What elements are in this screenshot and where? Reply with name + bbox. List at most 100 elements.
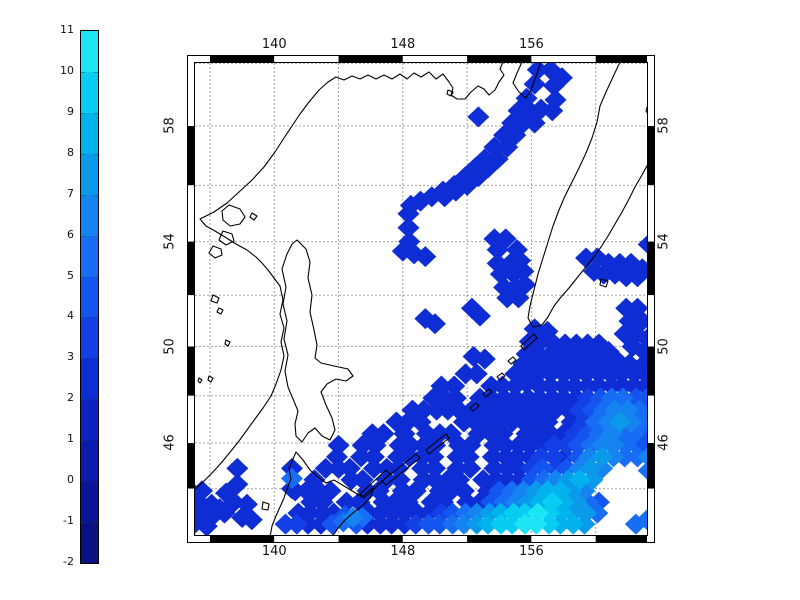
frame-stripe-right: [648, 126, 655, 186]
data-cell: [436, 399, 459, 421]
colorbar-tick-label: 5: [67, 268, 74, 282]
landmass-fill: [282, 240, 353, 442]
colorbar-segment: [81, 440, 98, 482]
data-cell: [615, 266, 638, 288]
colorbar-tick: [81, 522, 85, 524]
frame-stripe-bottom: [338, 536, 403, 543]
colorbar-tick: [81, 481, 85, 483]
data-cell: [541, 100, 564, 122]
data-cell: [620, 411, 643, 433]
data-cell: [369, 502, 392, 524]
colorbar-tick-label: 9: [67, 104, 74, 118]
data-cell: [507, 287, 530, 309]
data-cell: [539, 363, 562, 385]
data-cell: [486, 239, 509, 261]
frame-stripe-left: [188, 443, 195, 489]
data-cell: [552, 363, 575, 385]
data-cell: [591, 446, 614, 468]
colorbar-tick-label: 1: [67, 432, 74, 446]
frame-stripe-right: [648, 488, 655, 535]
lon-axis-label: 156: [518, 37, 544, 52]
colorbar-tick-label: -2: [63, 555, 74, 568]
data-cell: [404, 513, 427, 535]
colorbar-tick-label: 2: [67, 391, 74, 405]
coastline: [210, 294, 220, 304]
data-cell: [555, 434, 578, 456]
data-cell: [523, 112, 546, 134]
data-cell: [465, 363, 488, 385]
data-cell: [518, 434, 541, 456]
lat-axis-label: 50: [162, 337, 178, 355]
data-cell: [494, 434, 517, 456]
colorbar-tick: [94, 317, 98, 319]
data-cell: [465, 502, 488, 524]
data-cell: [610, 363, 633, 385]
data-cell: [423, 313, 446, 335]
frame-stripe-top: [595, 56, 647, 63]
data-cell: [213, 502, 236, 524]
data-cell: [512, 112, 535, 134]
data-cell: [350, 446, 373, 468]
data-cell: [637, 235, 647, 254]
coastline: [216, 307, 224, 315]
data-cell: [575, 247, 598, 269]
coastline: [446, 89, 454, 97]
lat-axis-label: 46: [656, 434, 672, 451]
colorbar-tick: [94, 522, 98, 524]
frame-stripe-right: [648, 443, 655, 489]
data-cell: [602, 434, 625, 456]
landmass-fill: [222, 205, 245, 226]
data-cell: [624, 513, 647, 535]
data-cell: [501, 513, 524, 535]
colorbar-tick: [94, 440, 98, 442]
colorbar-segment: [81, 153, 98, 196]
data-cell: [573, 513, 596, 535]
data-cell: [195, 502, 212, 524]
colorbar-tick: [94, 358, 98, 360]
data-cell: [502, 502, 525, 524]
coastline: [197, 377, 203, 384]
frame-stripe-left: [188, 395, 195, 444]
data-cell: [417, 513, 440, 535]
colorbar-segment: [81, 317, 98, 359]
data-cell: [501, 411, 524, 433]
data-cell: [314, 457, 337, 479]
data-cell: [454, 363, 477, 385]
frame-stripe-bottom: [595, 536, 647, 543]
data-cell: [468, 305, 491, 327]
data-cell: [417, 502, 440, 524]
data-cell: [477, 513, 500, 535]
frame-stripe-right: [648, 63, 655, 127]
coastline: [469, 402, 480, 412]
data-cell: [575, 363, 598, 385]
colorbar-tick-label: 11: [60, 23, 74, 36]
lat-axis-label: 54: [162, 232, 178, 250]
data-cell: [631, 310, 647, 332]
data-cell: [393, 513, 416, 535]
coastline: [496, 372, 506, 381]
data-cell: [525, 513, 548, 535]
data-cell: [335, 491, 358, 513]
frame-stripe-top: [402, 56, 468, 63]
coastline: [520, 333, 538, 351]
data-cell: [523, 73, 546, 95]
frame-stripe-left: [188, 126, 195, 186]
data-cell: [563, 375, 586, 397]
colorbar-segment: [81, 522, 98, 564]
data-cell: [309, 513, 332, 535]
colorbar-tick-label: 10: [60, 63, 74, 77]
landmass-fill: [262, 502, 269, 510]
data-cell: [544, 457, 567, 479]
data-cell: [626, 266, 647, 288]
colorbar-tick: [81, 399, 85, 401]
data-cell: [443, 375, 466, 397]
frame-stripe-left: [188, 63, 195, 127]
colorbar-tick: [81, 317, 85, 319]
data-cell: [441, 513, 464, 535]
data-cell: [549, 513, 572, 535]
frame-stripe-right: [648, 241, 655, 296]
data-cell: [473, 348, 496, 370]
data-cell: [576, 375, 599, 397]
data-cell: [311, 491, 334, 513]
lat-axis-label: 58: [656, 117, 672, 134]
